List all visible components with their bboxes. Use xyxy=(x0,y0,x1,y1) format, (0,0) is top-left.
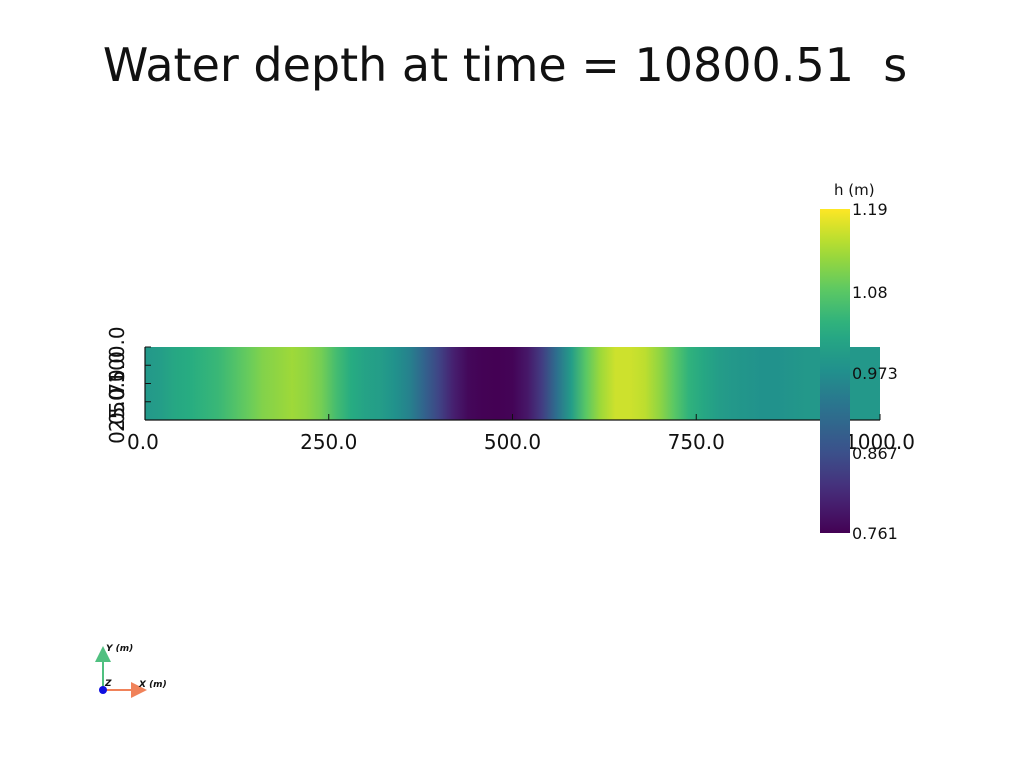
y-tick-label: 25.0 xyxy=(105,387,129,432)
colorbar xyxy=(820,209,850,533)
x-tick-label: 750.0 xyxy=(668,430,725,454)
y-tick-label: 75.0 xyxy=(105,351,129,396)
plot-title: Water depth at time = 10800.51 s xyxy=(102,38,908,92)
axes-z-label: Z xyxy=(104,679,112,689)
y-tick-label: 0.0 xyxy=(105,412,129,444)
y-tick-label: 50.0 xyxy=(105,369,129,414)
colorbar-tick-label: 0.761 xyxy=(852,524,898,543)
axes-y-label: Y (m) xyxy=(106,644,133,654)
x-tick-label: 250.0 xyxy=(300,430,357,454)
colorbar-tick-label: 0.973 xyxy=(852,364,898,383)
colorbar-tick-label: 1.08 xyxy=(852,283,888,302)
y-tick-label: 100.0 xyxy=(105,326,129,383)
x-tick-label: 1000.0 xyxy=(845,430,915,454)
colorbar-title: h (m) xyxy=(834,181,875,199)
water-depth-field xyxy=(145,347,880,420)
x-tick-label: 0.0 xyxy=(127,430,159,454)
x-tick-group: 0.0 250.0 500.0 750.0 1000.0 xyxy=(127,414,915,454)
x-tick-label: 500.0 xyxy=(484,430,541,454)
colorbar-tick-label: 0.867 xyxy=(852,444,898,463)
colorbar-tick-label: 1.19 xyxy=(852,200,888,219)
axes-x-label: X (m) xyxy=(138,680,167,690)
axes-z-dot xyxy=(99,686,107,694)
colorbar-tick-group: 1.19 1.08 0.973 0.867 0.761 xyxy=(852,200,898,543)
orientation-axes-widget: Y (m) X (m) Z xyxy=(95,644,167,698)
